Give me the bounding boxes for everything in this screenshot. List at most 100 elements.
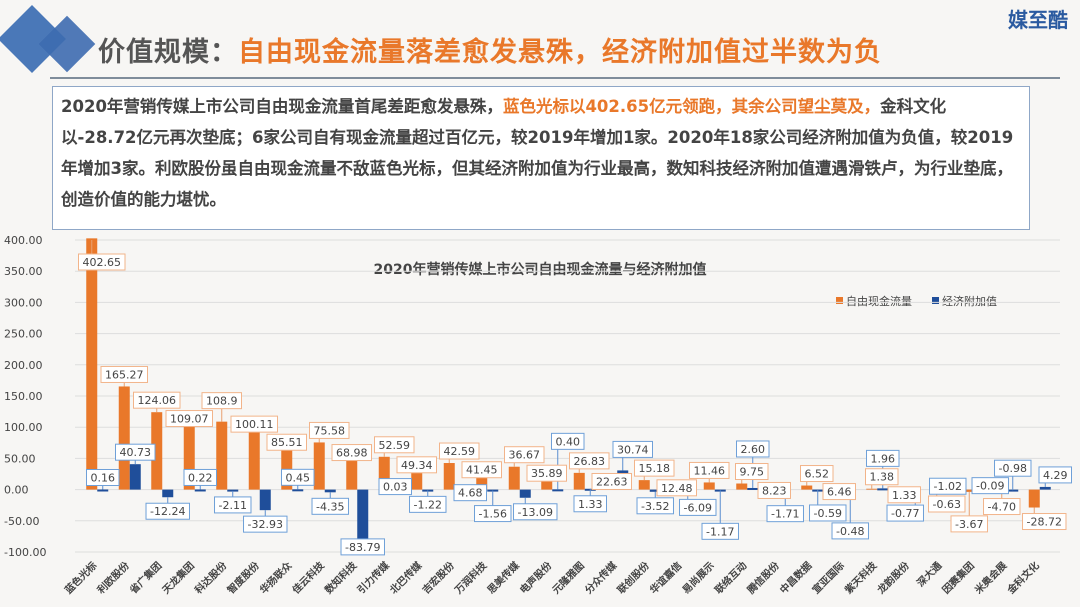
label-box [145, 502, 190, 520]
chart-title: 2020年营销传媒上市公司自由现金流量与经济附加值 [374, 261, 707, 278]
label-box [378, 478, 412, 496]
label-text: 4.68 [458, 487, 483, 500]
x-tick-label: 电声股份 [517, 558, 555, 596]
data-label-eva: -1.22 [409, 495, 447, 513]
label-box [971, 477, 1009, 495]
data-label-eva: -4.35 [311, 497, 349, 515]
x-tick-label: 智度股份 [224, 558, 262, 596]
x-tick-label: 华扬联众 [257, 558, 295, 596]
legend: 自由现金流量 经济附加值 [836, 294, 997, 308]
label-text: -1.71 [771, 508, 799, 521]
data-label-eva: 4.68 [453, 484, 487, 502]
label-text: 12.48 [661, 482, 693, 495]
label-text: -2.11 [219, 499, 247, 512]
label-box [800, 465, 834, 483]
bar-eva [97, 489, 109, 492]
x-tick-label: 联创股份 [614, 558, 652, 596]
data-label-eva: -0.48 [831, 522, 869, 540]
bar-fcf [638, 480, 650, 490]
bar-fcf [151, 412, 163, 490]
x-tick-label: 宣亚国际 [809, 559, 846, 596]
data-label-eva: 30.74 [612, 440, 653, 458]
x-tick-label: 天龙集团 [159, 559, 196, 596]
label-box [165, 410, 213, 428]
y-tick-label: -100.00 [4, 546, 46, 559]
x-tick-label: 华谊嘉信 [647, 559, 684, 596]
label-box [634, 459, 675, 477]
label-box [701, 522, 739, 540]
x-tick-label: 因赛集团 [939, 559, 976, 596]
label-text: 42.59 [444, 445, 476, 458]
brand-logo: 媒至酷 [1008, 8, 1068, 32]
data-label-eva: -0.59 [809, 504, 847, 522]
bar-eva [324, 489, 336, 493]
data-label-eva: -0.98 [994, 459, 1032, 477]
label-text: 6.46 [827, 486, 852, 499]
data-label-fcf: 36.67 [504, 446, 545, 464]
bar-eva [194, 489, 206, 492]
label-box [461, 461, 502, 479]
data-label-eva: -6.09 [679, 498, 717, 516]
data-label-eva: -0.09 [971, 477, 1009, 495]
label-text: -0.98 [999, 462, 1027, 475]
label-text: 35.89 [531, 467, 563, 480]
data-label-fcf: 124.06 [133, 391, 181, 409]
label-text: -0.77 [891, 507, 919, 520]
label-text: 4.29 [1043, 469, 1068, 482]
label-box [409, 495, 447, 513]
label-box [311, 497, 349, 515]
data-label-fcf: 49.34 [396, 456, 437, 474]
bar-fcf [346, 446, 358, 490]
label-box [86, 469, 120, 487]
data-label-fcf: 85.51 [266, 433, 307, 451]
x-tick-label: 吉宏股份 [419, 558, 457, 596]
legend-swatch-fcf [836, 297, 843, 304]
label-box [591, 472, 632, 490]
label-box [374, 436, 415, 454]
label-text: 0.45 [286, 471, 311, 484]
data-label-fcf: 41.45 [461, 461, 502, 479]
label-box [504, 446, 545, 464]
data-label-eva: 0.40 [551, 432, 585, 450]
label-text: -1.22 [414, 498, 442, 511]
bar-eva [162, 489, 174, 498]
data-label-eva: -1.02 [929, 477, 967, 495]
x-tick-label: 省广集团 [126, 559, 164, 597]
legend-swatch-eva [932, 297, 939, 304]
label-text: 6.52 [805, 468, 830, 481]
label-box [928, 495, 966, 513]
y-tick-label: 200.00 [4, 359, 43, 372]
label-text: -1.56 [479, 508, 507, 521]
label-text: 0.16 [91, 472, 116, 485]
x-tick-label: 北巴传媒 [387, 558, 425, 596]
label-box [214, 496, 252, 514]
label-text: 26.83 [574, 455, 606, 468]
title-prefix: 价值规模： [98, 37, 238, 68]
label-box [266, 433, 307, 451]
x-tick-label: 万润科技 [451, 558, 490, 597]
x-tick-label: 佳云科技 [289, 558, 327, 596]
label-box [757, 481, 791, 499]
label-box [573, 495, 607, 513]
label-box [439, 442, 480, 460]
data-label-fcf: 11.46 [689, 461, 730, 479]
x-tick-label: 金科文化 [1004, 559, 1042, 597]
data-label-fcf: -0.63 [928, 495, 966, 513]
label-box [133, 391, 181, 409]
bar-fcf [703, 482, 715, 490]
label-text: -83.79 [345, 541, 380, 554]
bar-fcf [118, 386, 130, 490]
data-label-fcf: 109.07 [165, 410, 213, 428]
data-label-eva: 1.33 [573, 495, 607, 513]
data-label-eva: -13.09 [513, 503, 558, 521]
label-text: 0.03 [383, 481, 408, 494]
label-text: 49.34 [401, 459, 433, 472]
x-tick-label: 引力传媒 [354, 558, 392, 596]
x-tick-label: 易尚展示 [679, 559, 716, 596]
data-label-eva: -1.17 [701, 522, 739, 540]
label-box [612, 440, 653, 458]
data-label-fcf: 8.23 [757, 481, 791, 499]
label-box [551, 432, 585, 450]
summary-text: 2020年营销传媒上市公司自由现金流量首尾差距愈发悬殊， [61, 97, 503, 116]
